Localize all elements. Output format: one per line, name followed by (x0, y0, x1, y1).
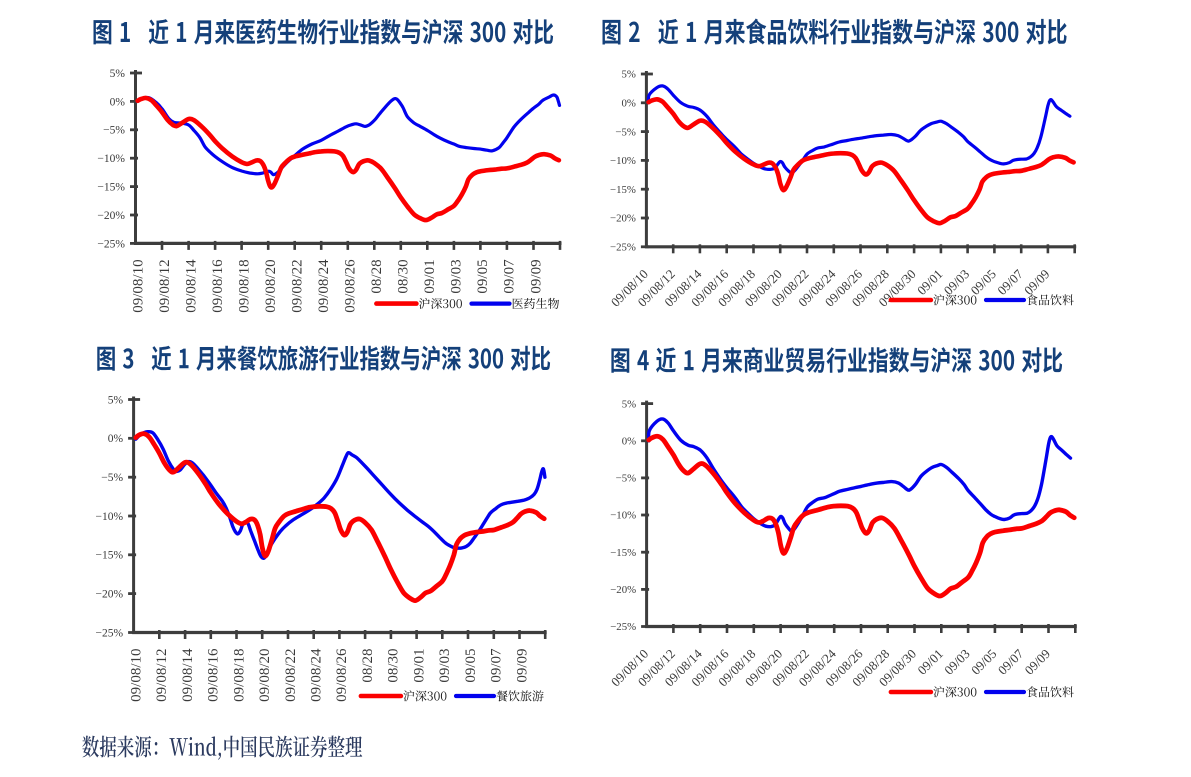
svg-text:09/03: 09/03 (437, 649, 453, 683)
svg-text:09/08/22: 09/08/22 (283, 649, 299, 702)
svg-text:0%: 0% (110, 96, 126, 108)
svg-text:09/08/18: 09/08/18 (231, 649, 247, 702)
svg-text:08/30: 08/30 (396, 259, 412, 293)
svg-text:09/08/26: 09/08/26 (334, 648, 350, 702)
svg-text:−10%: −10% (610, 510, 636, 522)
svg-text:09/08/22: 09/08/22 (290, 259, 306, 312)
svg-text:09/08/16: 09/08/16 (206, 648, 222, 702)
svg-text:−5%: −5% (616, 473, 636, 485)
svg-text:−10%: −10% (96, 511, 124, 523)
svg-text:−20%: −20% (97, 210, 125, 222)
svg-text:09/05: 09/05 (475, 259, 491, 293)
svg-text:−25%: −25% (610, 621, 636, 633)
svg-text:09/09: 09/09 (528, 259, 544, 293)
svg-text:5%: 5% (108, 394, 124, 406)
svg-text:09/03: 09/03 (449, 259, 465, 293)
svg-text:09/08/18: 09/08/18 (236, 259, 252, 312)
svg-text:−10%: −10% (97, 153, 125, 165)
svg-text:09/08/24: 09/08/24 (309, 648, 325, 702)
svg-text:09/08/26: 09/08/26 (343, 259, 359, 313)
svg-text:08/28: 08/28 (369, 259, 385, 293)
svg-text:09/08/20: 09/08/20 (263, 259, 279, 312)
svg-text:−20%: −20% (610, 584, 636, 596)
svg-text:−20%: −20% (96, 589, 124, 601)
svg-text:−25%: −25% (610, 242, 636, 254)
svg-text:0%: 0% (622, 435, 636, 447)
svg-text:−15%: −15% (610, 184, 636, 196)
svg-text:09/05: 09/05 (463, 649, 479, 683)
svg-text:09/08/16: 09/08/16 (210, 259, 226, 313)
svg-text:0%: 0% (621, 98, 635, 110)
svg-text:09/01: 09/01 (422, 259, 438, 293)
svg-text:−5%: −5% (615, 126, 635, 138)
svg-text:−20%: −20% (610, 213, 636, 225)
svg-text:09/08/10: 09/08/10 (130, 259, 146, 312)
svg-text:−5%: −5% (101, 472, 123, 484)
svg-text:−15%: −15% (97, 182, 125, 194)
svg-text:−15%: −15% (610, 547, 636, 559)
svg-text:09/08/12: 09/08/12 (154, 649, 170, 702)
svg-text:09/01: 09/01 (411, 649, 427, 683)
svg-text:5%: 5% (110, 68, 126, 80)
svg-text:5%: 5% (621, 69, 635, 81)
svg-text:−10%: −10% (610, 155, 636, 167)
svg-text:08/30: 08/30 (386, 649, 402, 683)
svg-text:09/07: 09/07 (489, 648, 505, 683)
svg-text:09/07: 09/07 (502, 259, 518, 294)
svg-text:−5%: −5% (103, 125, 125, 137)
svg-text:−25%: −25% (96, 627, 124, 639)
svg-text:09/08/20: 09/08/20 (257, 649, 273, 702)
svg-text:09/08/14: 09/08/14 (183, 259, 199, 313)
svg-text:09/08/12: 09/08/12 (157, 259, 173, 312)
svg-text:09/08/14: 09/08/14 (180, 648, 196, 702)
svg-text:09/08/24: 09/08/24 (316, 259, 332, 313)
svg-text:−15%: −15% (96, 550, 124, 562)
svg-text:0%: 0% (108, 433, 124, 445)
svg-text:09/09: 09/09 (514, 649, 530, 683)
svg-text:5%: 5% (622, 398, 636, 410)
svg-text:09/08/10: 09/08/10 (128, 649, 144, 702)
svg-text:−25%: −25% (97, 238, 125, 250)
svg-text:08/28: 08/28 (360, 649, 376, 683)
